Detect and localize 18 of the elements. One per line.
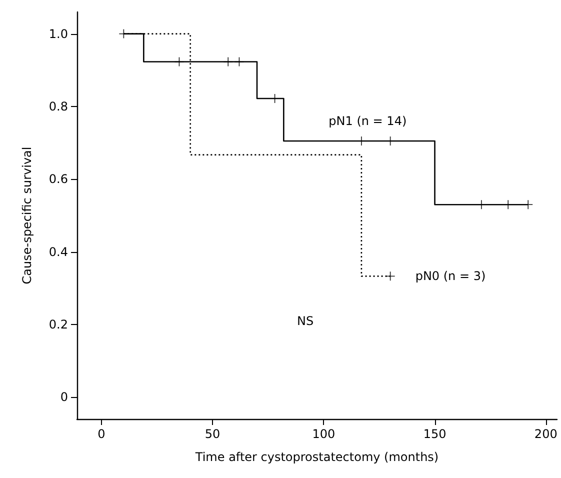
point xyxy=(119,29,128,38)
text: pN0 (n = 3) xyxy=(415,269,486,284)
annotation: NS xyxy=(297,314,314,328)
x-tick-label: 0 xyxy=(98,427,106,441)
y-tick-label: 0.6 xyxy=(48,172,68,186)
series-label: pN1 (n = 14) xyxy=(328,114,407,128)
y-tick-label: 1.0 xyxy=(48,26,68,41)
point xyxy=(386,272,395,281)
x-tick-label: 200 xyxy=(534,427,558,441)
y-axis-title: Cause-specific survival xyxy=(20,146,34,284)
y-tick-label: 0.2 xyxy=(48,318,68,332)
y-tick-label: 0.8 xyxy=(48,99,68,114)
x-tick-label: 150 xyxy=(423,427,446,441)
y-tick-label: 0 xyxy=(60,390,68,404)
x-axis-title: Time after cystoprostatectomy (months) xyxy=(194,450,439,464)
x-tick-label: 100 xyxy=(312,427,336,441)
y-tick-label: 0.4 xyxy=(48,244,68,259)
x-tick-label: 50 xyxy=(204,427,220,441)
